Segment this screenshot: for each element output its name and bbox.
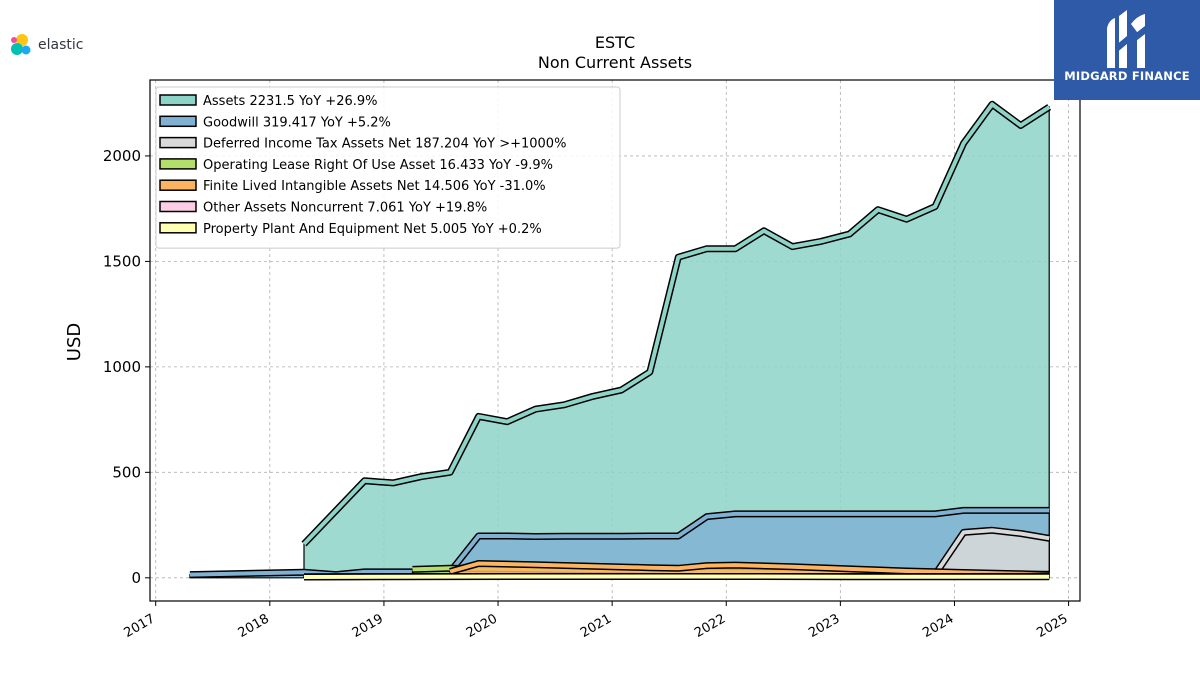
legend-entry: Deferred Income Tax Assets Net 187.204 Y… xyxy=(203,137,566,152)
chart-title: ESTC xyxy=(595,33,635,52)
series-property-plant-and-equipment-net xyxy=(303,573,1050,581)
series-goodwill xyxy=(189,506,1050,579)
y-tick-label: 0 xyxy=(131,569,141,587)
legend-swatch xyxy=(159,200,197,213)
x-tick-label: 2021 xyxy=(578,611,614,641)
legend-swatch xyxy=(159,136,197,149)
legend-swatch xyxy=(159,179,197,191)
brand-name: MIDGARD FINANCE xyxy=(1064,69,1190,83)
legend-entry: Other Assets Noncurrent 7.061 YoY +19.8% xyxy=(203,201,487,216)
series-line xyxy=(189,508,1050,577)
x-tick-label: 2020 xyxy=(464,611,500,641)
y-axis: 0 500 1000 1500 2000 xyxy=(103,147,150,587)
y-tick-label: 500 xyxy=(112,463,141,481)
series-line xyxy=(933,528,1050,576)
legend-entry: Goodwill 319.417 YoY +5.2% xyxy=(203,115,391,130)
series-layer xyxy=(189,100,1052,581)
elastic-logo-text: elastic xyxy=(38,37,84,53)
series-line xyxy=(302,102,1051,546)
x-tick-label: 2024 xyxy=(920,611,956,641)
legend-entry: Finite Lived Intangible Assets Net 14.50… xyxy=(203,179,546,194)
chart-subtitle: Non Current Assets xyxy=(538,53,692,72)
x-tick-label: 2022 xyxy=(692,611,728,641)
midgard-finance-logo: MIDGARD FINANCE xyxy=(1054,0,1200,100)
legend: Assets 2231.5 YoY +26.9% Goodwill 319.417… xyxy=(155,86,621,249)
legend-entry: Property Plant And Equipment Net 5.005 Y… xyxy=(203,222,542,237)
series-line xyxy=(303,574,1050,579)
plot-frame xyxy=(149,79,1081,602)
x-tick-label: 2019 xyxy=(350,611,386,641)
x-axis: 2017 2018 2019 2020 2021 2022 2023 2024 2025 xyxy=(122,601,1071,641)
legend-swatch xyxy=(159,222,197,234)
legend-swatch xyxy=(159,94,197,106)
y-tick-label: 2000 xyxy=(103,147,141,165)
legend-box xyxy=(155,86,621,249)
x-tick-label: 2018 xyxy=(236,611,272,641)
x-tick-label: 2023 xyxy=(806,611,842,641)
legend-swatch xyxy=(159,115,197,128)
y-tick-label: 1500 xyxy=(103,252,141,270)
elastic-logo-icon xyxy=(11,34,31,55)
legend-entry: Operating Lease Right Of Use Asset 16.43… xyxy=(203,158,553,173)
midgard-emblem-icon xyxy=(1107,10,1145,68)
elastic-logo: elastic xyxy=(8,32,83,58)
y-axis-label: USD xyxy=(64,323,85,361)
series-assets xyxy=(301,100,1052,579)
series-line xyxy=(449,561,1050,577)
legend-entry: Assets 2231.5 YoY +26.9% xyxy=(203,94,378,109)
series-deferred-income-tax-assets-net xyxy=(932,526,1050,579)
x-tick-label: 2025 xyxy=(1034,611,1070,641)
x-tick-label: 2017 xyxy=(122,611,158,641)
legend-swatch xyxy=(159,158,197,170)
y-tick-label: 1000 xyxy=(103,358,141,376)
